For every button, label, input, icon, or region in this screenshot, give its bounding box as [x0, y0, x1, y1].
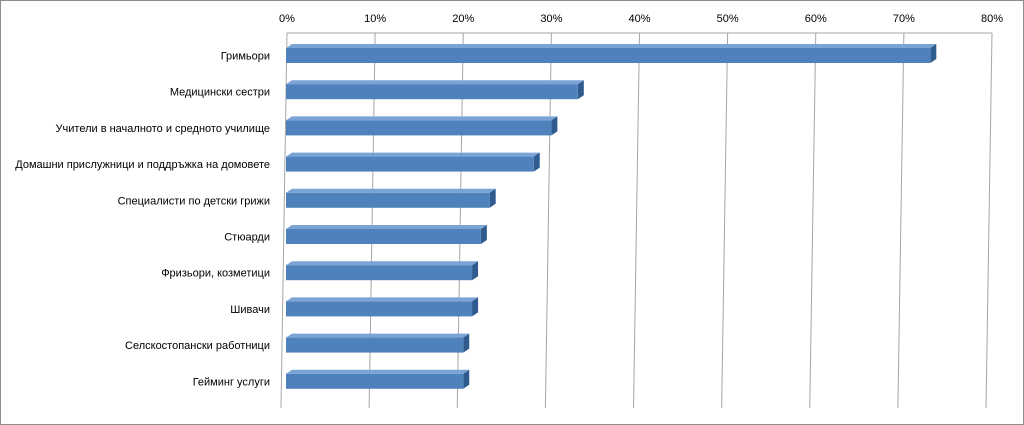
category-label: Гримьори — [221, 51, 270, 63]
x-tick-label: 0% — [279, 13, 295, 25]
bar — [286, 297, 479, 317]
bar — [286, 333, 470, 353]
gridline — [809, 32, 817, 409]
bar — [286, 44, 937, 63]
bar — [286, 188, 496, 208]
x-tick-label: 20% — [452, 13, 474, 25]
bars — [286, 44, 937, 389]
bar — [286, 225, 487, 244]
category-label: Домашни прислужници и поддръжка на домов… — [15, 159, 270, 171]
category-label: Учители в началното и средното училище — [56, 123, 270, 135]
gridline — [633, 32, 640, 409]
x-tick-label: 80% — [981, 13, 1003, 25]
category-label: Специалисти по детски грижи — [118, 195, 270, 207]
category-label: Медицински сестри — [170, 87, 270, 99]
bar — [286, 261, 479, 281]
x-tick-label: 70% — [893, 13, 915, 25]
category-label: Гейминг услуги — [193, 376, 270, 388]
x-tick-label: 10% — [364, 13, 386, 25]
gridline — [985, 32, 993, 409]
category-label: Шивачи — [230, 304, 270, 316]
x-tick-label: 40% — [628, 13, 650, 25]
bar — [286, 80, 584, 100]
category-label: Фризьори, козметици — [161, 268, 270, 280]
gridline — [721, 32, 729, 409]
gridline — [897, 32, 905, 409]
bar — [286, 152, 540, 172]
x-axis-ticks: 0% 10% 20% 30% 40% 50% 60% 70% 80% — [279, 13, 1003, 25]
bar — [286, 116, 558, 136]
x-tick-label: 30% — [540, 13, 562, 25]
x-tick-label: 50% — [717, 13, 739, 25]
x-tick-label: 60% — [805, 13, 827, 25]
category-label: Селскостопански работници — [125, 340, 270, 352]
bar — [286, 369, 470, 389]
category-labels: Гримьори Медицински сестри Учители в начал… — [15, 51, 270, 389]
category-label: Стюарди — [224, 232, 270, 244]
